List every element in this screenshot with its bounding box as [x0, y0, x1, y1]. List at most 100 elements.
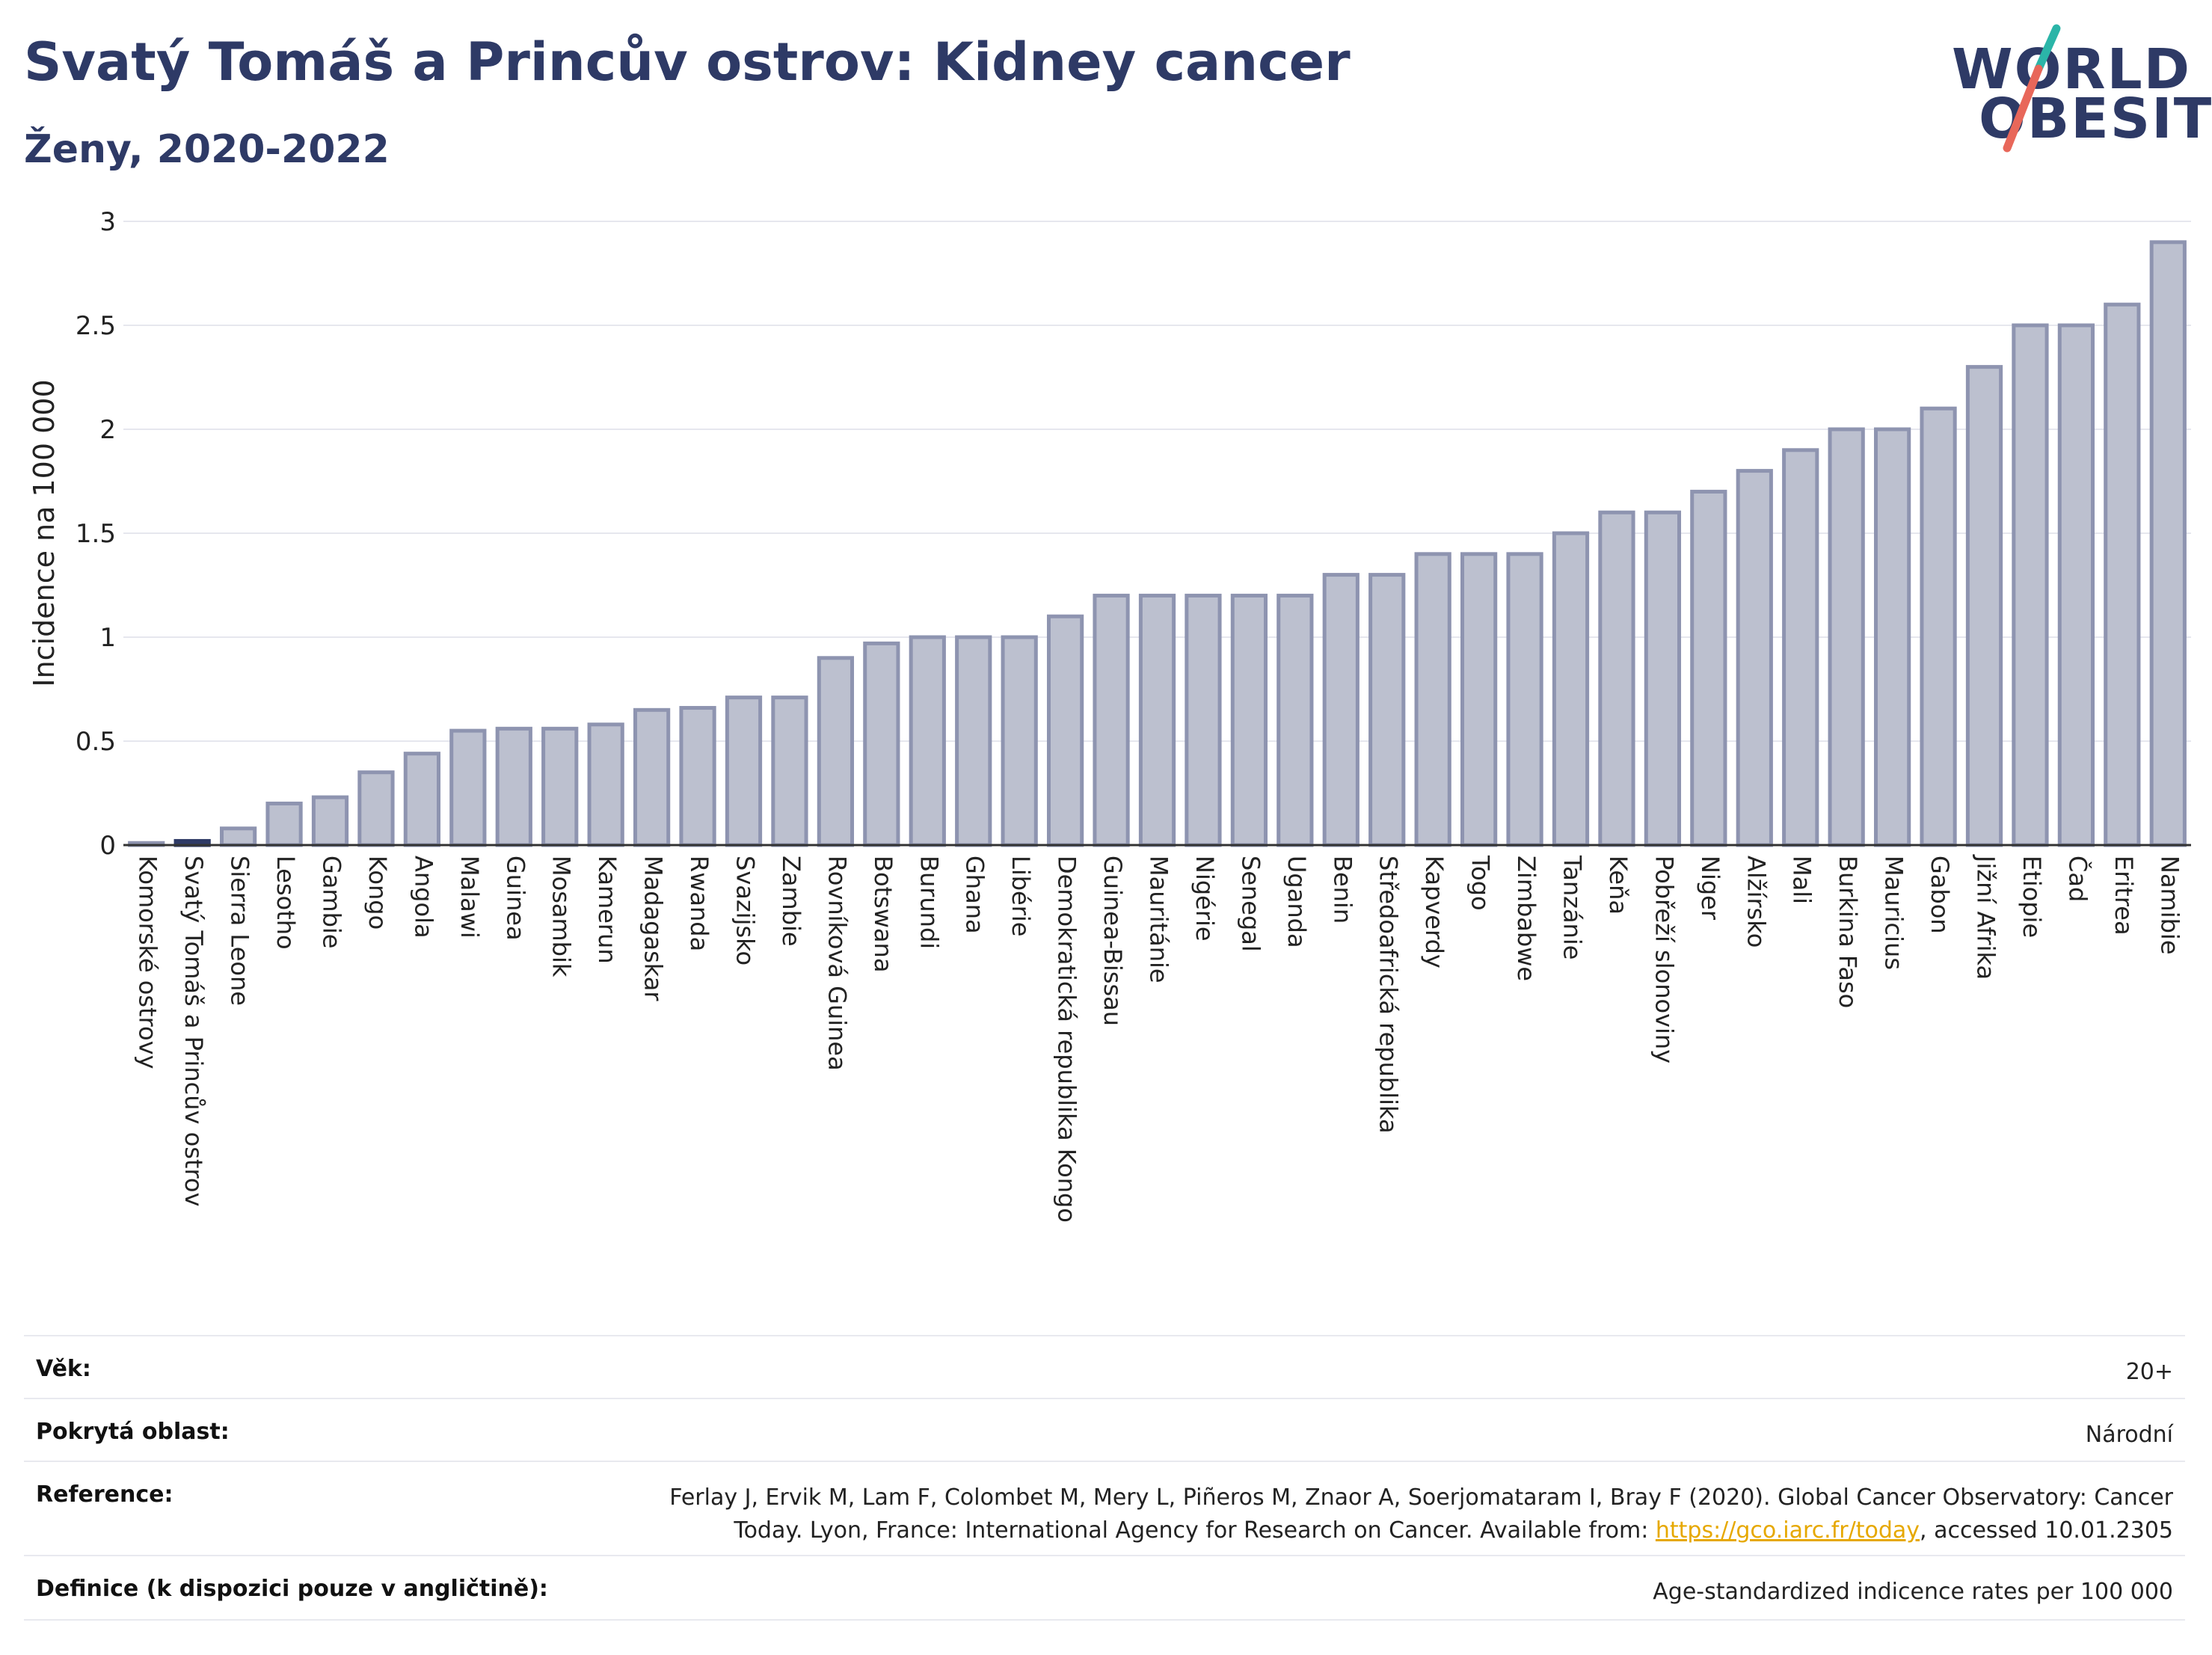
x-category-label: Lesotho [271, 856, 300, 950]
bar [1965, 365, 2003, 847]
x-category-label: Kamerun [593, 856, 621, 964]
bar [955, 635, 992, 847]
info-value-reference: Ferlay J, Ervik M, Lam F, Colombet M, Me… [669, 1481, 2173, 1547]
x-category-label: Namibie [2155, 856, 2184, 955]
bar [1138, 593, 1176, 847]
bar [633, 707, 671, 847]
bar [1644, 510, 1682, 847]
bar [1001, 635, 1038, 847]
bar [1185, 593, 1222, 847]
info-key-definition: Definice (k dispozici pouze v angličtině… [36, 1576, 548, 1602]
bar [1230, 593, 1268, 847]
x-category-label: Guinea [501, 856, 529, 941]
info-row-coverage: Pokrytá oblast: Národní [24, 1398, 2185, 1461]
bar [863, 641, 900, 847]
x-category-label: Guinea-Bissau [1099, 856, 1127, 1026]
bar [1920, 406, 1957, 847]
x-category-label: Gabon [1926, 856, 1954, 934]
x-category-label: Malawi [455, 856, 484, 939]
y-axis-label: Incidence na 100 000 [28, 379, 61, 687]
reference-link[interactable]: https://gco.iarc.fr/today [1655, 1517, 1920, 1544]
x-category-label: Eritrea [2110, 856, 2138, 936]
x-category-label: Mosambik [547, 856, 576, 977]
x-category-label: Zimbabwe [1512, 856, 1540, 981]
y-tick-label: 1.5 [76, 519, 116, 549]
bar [2057, 323, 2095, 847]
bar [1552, 531, 1590, 847]
chart-subtitle: Ženy, 2020-2022 [24, 127, 390, 172]
info-table: Věk: 20+ Pokrytá oblast: Národní Referen… [24, 1335, 2185, 1621]
info-value-definition: Age-standardized indicence rates per 100… [1653, 1579, 2173, 1605]
bar [1093, 593, 1130, 847]
x-category-label: Niger [1696, 856, 1724, 921]
x-category-label: Madagaskar [639, 856, 668, 1001]
bar [679, 706, 716, 847]
x-category-label: Keňa [1604, 856, 1632, 915]
bar [1690, 489, 1727, 847]
bar [2104, 302, 2141, 847]
bar [311, 795, 349, 847]
chart-title: Svatý Tomáš a Princův ostrov: Kidney can… [24, 31, 1351, 93]
info-key-coverage: Pokrytá oblast: [36, 1419, 230, 1445]
x-category-label: Burkina Faso [1834, 856, 1862, 1008]
y-tick-label: 0.5 [76, 727, 116, 757]
bar [1598, 510, 1635, 847]
info-row-age: Věk: 20+ [24, 1335, 2185, 1398]
y-tick-label: 0 [99, 831, 116, 861]
info-value-coverage: Národní [2085, 1422, 2173, 1448]
logo-text-line1: WORLD [1952, 37, 2192, 102]
bar [771, 696, 808, 847]
bar [1506, 552, 1543, 847]
bar [1460, 552, 1498, 847]
bar [1736, 469, 1773, 847]
bar [1046, 614, 1084, 847]
x-category-label: Středoafrická republika [1374, 856, 1403, 1134]
bar [541, 726, 579, 847]
y-tick-label: 2.5 [76, 311, 116, 341]
chart-bars [128, 240, 2187, 847]
info-row-definition: Definice (k dispozici pouze v angličtině… [24, 1555, 2185, 1621]
bar [909, 635, 946, 847]
x-category-label: Komorské ostrovy [134, 856, 162, 1069]
info-key-age: Věk: [36, 1356, 91, 1382]
x-category-label: Svazijsko [731, 856, 760, 965]
x-category-label: Alžírsko [1742, 856, 1770, 948]
bar [587, 722, 624, 847]
world-obesity-logo: WORLD OBESITY [1952, 22, 2212, 157]
info-value-age: 20+ [2125, 1359, 2173, 1385]
info-key-reference: Reference: [36, 1481, 173, 1508]
bar [449, 728, 487, 847]
x-category-label: Senegal [1236, 856, 1265, 952]
reference-line-2-tail: , accessed 10.01.2305 [1920, 1517, 2173, 1544]
x-category-label: Sierra Leone [226, 856, 254, 1006]
reference-line-2: Today. Lyon, France: International Agenc… [669, 1514, 2173, 1547]
x-category-label: Pobřeží slonoviny [1650, 856, 1678, 1063]
bar [1368, 573, 1406, 847]
x-category-label: Nigérie [1191, 856, 1219, 942]
x-category-label: Kongo [363, 856, 392, 930]
bar [1782, 448, 1819, 847]
x-category-label: Benin [1328, 856, 1357, 924]
x-category-label: Mauricius [1880, 856, 1908, 970]
x-category-label: Burundi [915, 856, 943, 949]
x-category-label: Kapverdy [1420, 856, 1448, 968]
info-row-reference: Reference: Ferlay J, Ervik M, Lam F, Col… [24, 1461, 2185, 1555]
x-category-label: Gambie [318, 856, 346, 948]
bar [1276, 593, 1314, 847]
x-category-label: Botswana [869, 856, 897, 972]
bar [2012, 323, 2049, 847]
bar [357, 770, 395, 847]
y-tick-label: 3 [99, 207, 116, 237]
x-category-label: Čad [2063, 856, 2092, 902]
bar-chart: 0 0.5 1 1.5 2 2.5 3 Incidence na 100 000 Komor… [28, 207, 2191, 1223]
bar [495, 726, 532, 847]
bar [1873, 427, 1911, 847]
x-category-label: Rovníková Guinea [823, 856, 851, 1071]
logo-slash-icon [2003, 24, 2061, 153]
x-category-label: Libérie [1007, 856, 1035, 936]
bar [403, 752, 441, 847]
reference-line-1: Ferlay J, Ervik M, Lam F, Colombet M, Me… [669, 1484, 2173, 1511]
y-tick-label: 2 [99, 415, 116, 445]
y-axis-ticks: 0 0.5 1 1.5 2 2.5 3 [76, 207, 116, 861]
x-category-label: Uganda [1282, 856, 1311, 948]
